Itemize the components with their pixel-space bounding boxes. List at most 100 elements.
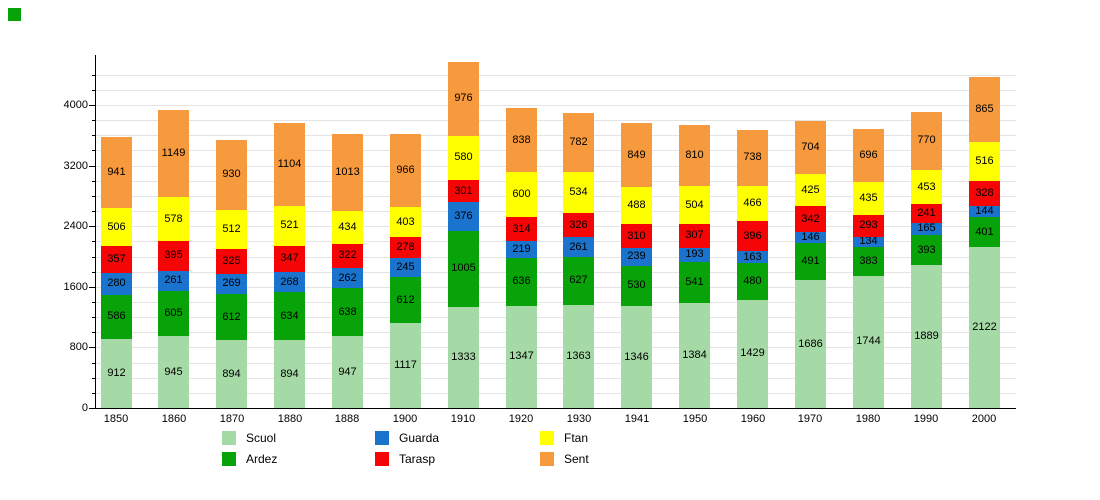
bar-segment-tarasp-1920: 314 — [506, 217, 537, 242]
bar-segment-tarasp-1910: 301 — [448, 179, 479, 203]
segment-value-label: 403 — [396, 215, 415, 228]
bar-segment-ftan-1930: 534 — [563, 172, 594, 213]
gridline — [95, 150, 1016, 151]
bar-segment-guarda-1920: 219 — [506, 241, 537, 258]
segment-value-label: 894 — [280, 367, 299, 380]
y-axis-tick-label: 2400 — [63, 220, 88, 232]
bar-segment-sent-1870: 930 — [216, 139, 247, 211]
segment-value-label: 241 — [917, 207, 936, 219]
bar-segment-scuol-1920: 1347 — [506, 305, 537, 408]
legend-swatch-ardez — [222, 452, 236, 466]
x-axis-tick-label: 1860 — [161, 413, 187, 425]
gridline — [95, 302, 1016, 303]
y-minor-tick — [92, 150, 95, 151]
bar-segment-scuol-1970: 1686 — [795, 280, 826, 408]
segment-value-label: 976 — [454, 92, 473, 105]
bar-segment-ftan-1888: 434 — [332, 210, 363, 244]
bar-segment-guarda-1900: 245 — [390, 258, 421, 278]
segment-value-label: 347 — [280, 252, 299, 265]
y-major-tick — [89, 347, 95, 348]
segment-value-label: 269 — [222, 277, 241, 290]
bar-segment-sent-1941: 849 — [621, 123, 652, 188]
bar-segment-sent-1990: 770 — [911, 111, 942, 171]
segment-value-label: 1013 — [335, 165, 360, 178]
segment-value-label: 696 — [859, 148, 878, 161]
legend-label-ardez: Ardez — [246, 452, 278, 466]
segment-value-label: 506 — [107, 220, 126, 233]
segment-value-label: 634 — [280, 309, 299, 322]
y-minor-tick — [92, 272, 95, 273]
bar-segment-sent-1980: 696 — [853, 128, 884, 182]
y-axis-tick-label: 4000 — [63, 99, 88, 111]
y-minor-tick — [92, 302, 95, 303]
legend-label-tarasp: Tarasp — [399, 452, 436, 466]
bar-segment-scuol-1941: 1346 — [621, 306, 652, 408]
y-minor-tick — [92, 363, 95, 364]
x-axis-tick-label: 1950 — [682, 413, 708, 425]
bar-segment-ftan-1990: 453 — [911, 170, 942, 205]
y-major-tick — [89, 166, 95, 167]
bar-segment-ftan-1910: 580 — [448, 135, 479, 180]
segment-value-label: 782 — [569, 136, 588, 149]
gridline — [95, 363, 1016, 364]
gridline — [95, 378, 1016, 379]
bar-segment-sent-2000: 865 — [969, 76, 1000, 143]
segment-value-label: 1744 — [856, 335, 881, 348]
segment-value-label: 165 — [917, 222, 936, 235]
segment-value-label: 425 — [801, 183, 820, 196]
y-major-tick — [89, 408, 95, 409]
legend-label-scuol: Scuol — [246, 431, 277, 445]
segment-value-label: 912 — [107, 366, 126, 379]
bar-segment-guarda-1930: 261 — [563, 237, 594, 258]
x-axis-tick-label: 1888 — [334, 413, 360, 425]
bar-segment-sent-1888: 1013 — [332, 134, 363, 211]
segment-value-label: 580 — [454, 151, 473, 164]
y-minor-tick — [92, 257, 95, 258]
segment-value-label: 2122 — [972, 321, 997, 334]
bar-segment-sent-1950: 810 — [679, 124, 710, 187]
segment-value-label: 307 — [685, 229, 704, 242]
x-axis-tick-label: 1970 — [797, 413, 823, 425]
gridline — [95, 332, 1016, 333]
segment-value-label: 1346 — [624, 350, 649, 363]
segment-value-label: 600 — [512, 188, 531, 201]
bar-segment-ftan-1980: 435 — [853, 181, 884, 215]
segment-value-label: 894 — [222, 367, 241, 380]
bar-segment-tarasp-1900: 278 — [390, 237, 421, 259]
y-minor-tick — [92, 135, 95, 136]
segment-value-label: 947 — [338, 365, 357, 378]
x-axis-tick-label: 1870 — [219, 413, 245, 425]
bar-segment-ardez-1888: 638 — [332, 287, 363, 337]
x-axis-tick-label: 1960 — [740, 413, 766, 425]
segment-value-label: 627 — [569, 274, 588, 287]
bar-segment-sent-1880: 1104 — [274, 122, 305, 207]
x-axis-tick-label: 1900 — [392, 413, 418, 425]
bar-segment-ardez-1941: 530 — [621, 265, 652, 307]
y-minor-tick — [92, 317, 95, 318]
bar-segment-ardez-1950: 541 — [679, 262, 710, 304]
x-axis-tick-label: 1850 — [103, 413, 129, 425]
segment-value-label: 578 — [164, 212, 183, 225]
bar-segment-tarasp-1980: 293 — [853, 214, 884, 237]
segment-value-label: 301 — [454, 184, 473, 197]
bar-segment-ardez-1970: 491 — [795, 243, 826, 281]
segment-value-label: 310 — [627, 229, 646, 242]
y-minor-tick — [92, 241, 95, 242]
segment-value-label: 239 — [627, 250, 646, 263]
segment-value-label: 1117 — [394, 359, 417, 372]
x-axis-tick-label: 1880 — [277, 413, 303, 425]
segment-value-label: 966 — [396, 163, 415, 176]
segment-value-label: 638 — [338, 305, 357, 318]
segment-value-label: 738 — [743, 151, 762, 164]
segment-value-label: 930 — [222, 168, 241, 181]
y-minor-tick — [92, 181, 95, 182]
segment-value-label: 945 — [164, 365, 183, 378]
gridline — [95, 90, 1016, 91]
x-axis-tick-label: 1990 — [913, 413, 939, 425]
bar-segment-ftan-1950: 504 — [679, 186, 710, 225]
bar-segment-sent-1910: 976 — [448, 61, 479, 136]
segment-value-label: 1429 — [740, 347, 765, 360]
bar-segment-guarda-2000: 144 — [969, 205, 1000, 217]
bar-segment-scuol-1900: 1117 — [390, 323, 421, 408]
gridline — [95, 166, 1016, 167]
